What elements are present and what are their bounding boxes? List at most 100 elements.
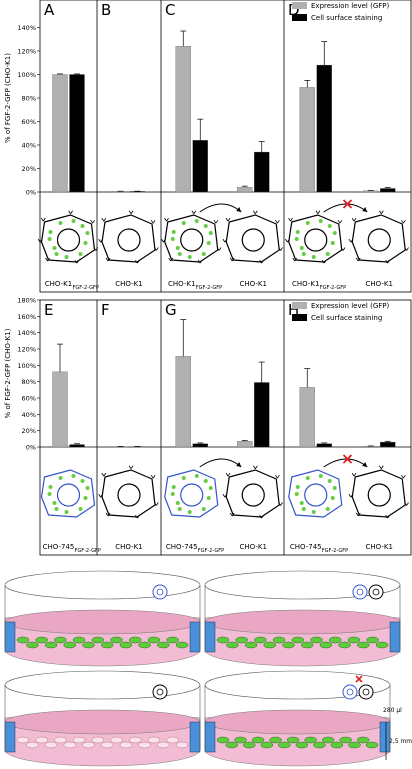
gfp-dot bbox=[206, 241, 211, 245]
icon-nucleus bbox=[372, 588, 380, 596]
receptor bbox=[128, 465, 134, 469]
cell-layer bbox=[286, 736, 300, 744]
frame bbox=[39, 299, 412, 556]
receptor bbox=[93, 247, 99, 251]
cell-layer bbox=[110, 736, 123, 744]
cell-layer bbox=[91, 736, 105, 744]
gfp-dot bbox=[83, 241, 88, 245]
y-tick-label: 0% bbox=[26, 444, 36, 452]
gfp-dot bbox=[171, 230, 176, 234]
panel-letter: F bbox=[101, 301, 110, 319]
cell-label-sub: FGF-2-GFP bbox=[73, 285, 99, 291]
cell-label-sub: FGF-2-GFP bbox=[196, 285, 222, 291]
medium-top bbox=[4, 609, 201, 635]
y-tick-label: 160% bbox=[17, 313, 36, 321]
gfp-dot bbox=[52, 501, 57, 505]
insert-l bbox=[4, 621, 16, 653]
nucleus bbox=[180, 228, 204, 252]
icon-nucleus bbox=[362, 688, 370, 696]
cell-label-sub: FGF-2-GFP bbox=[322, 548, 348, 554]
insert-r bbox=[379, 721, 391, 753]
gfp-dot bbox=[194, 474, 199, 478]
receptor bbox=[259, 259, 264, 264]
cell-layer bbox=[226, 641, 239, 649]
receptor bbox=[340, 247, 346, 251]
gfp-dot bbox=[175, 501, 180, 505]
cell-label-sub: FGF-2-GFP bbox=[75, 548, 101, 554]
y-tick-label: 40% bbox=[22, 142, 36, 150]
receptor bbox=[191, 210, 197, 214]
bar bbox=[299, 87, 315, 193]
gfp-dot bbox=[332, 486, 337, 490]
cell-layer bbox=[272, 636, 286, 644]
receptor bbox=[379, 465, 384, 469]
cell-layer bbox=[175, 741, 189, 749]
nucleus bbox=[304, 228, 328, 252]
receptor bbox=[348, 238, 354, 243]
cell-label: CHO-745 bbox=[290, 543, 322, 551]
gfp-dot bbox=[171, 485, 176, 489]
cell-label-sub: FGF-2-GFP bbox=[198, 548, 224, 554]
gfp-dot bbox=[64, 510, 69, 514]
cell-layer bbox=[100, 641, 114, 649]
legend-swatch bbox=[292, 2, 307, 9]
receptor bbox=[222, 493, 228, 498]
receptor bbox=[288, 217, 293, 222]
y-tick-label: 140% bbox=[17, 24, 36, 32]
gfp-dot bbox=[80, 479, 85, 483]
icon-nucleus bbox=[356, 588, 364, 596]
cell-layer bbox=[313, 741, 326, 749]
icon-cell bbox=[368, 584, 384, 600]
cell-layer bbox=[365, 741, 379, 749]
receptor bbox=[253, 465, 258, 469]
icon-cell bbox=[152, 584, 168, 600]
cell-layer bbox=[235, 636, 248, 644]
insert-r bbox=[189, 621, 201, 653]
gfp-dot bbox=[318, 219, 323, 223]
gfp-dot bbox=[305, 476, 310, 480]
nucleus bbox=[241, 228, 265, 252]
y-tick-label: 60% bbox=[22, 118, 36, 126]
gfp-dot bbox=[48, 485, 53, 489]
cell-layer bbox=[260, 741, 274, 749]
cell-layer bbox=[44, 741, 58, 749]
y-tick-label: 0% bbox=[26, 189, 36, 197]
legend-label: Cell surface staining bbox=[311, 14, 382, 22]
y-tick-label: 180% bbox=[17, 297, 36, 305]
receptor bbox=[351, 217, 357, 222]
panel-letter: B bbox=[101, 1, 111, 19]
receptor bbox=[37, 238, 43, 243]
cell-layer bbox=[157, 641, 170, 649]
y-axis-label: % of FGF-2-GFP (CHO-K1) bbox=[4, 53, 12, 143]
cell-label: CHO-K1 bbox=[168, 280, 195, 288]
cell-layer bbox=[216, 736, 230, 744]
gfp-dot bbox=[83, 496, 88, 500]
nucleus bbox=[367, 228, 391, 252]
receptor bbox=[128, 210, 134, 214]
arrow-head bbox=[362, 462, 368, 467]
gfp-dot bbox=[194, 219, 199, 223]
icon-cell bbox=[352, 584, 368, 600]
cell-layer bbox=[35, 636, 48, 644]
gfp-dot bbox=[201, 507, 206, 511]
receptor bbox=[101, 217, 107, 222]
receptor bbox=[348, 493, 354, 498]
nucleus bbox=[56, 483, 81, 507]
gfp-dot bbox=[295, 230, 300, 234]
cell-layer bbox=[63, 641, 77, 649]
cell-layer bbox=[44, 641, 58, 649]
receptor bbox=[161, 238, 166, 243]
cell-label: CHO-745 bbox=[43, 543, 75, 551]
dish-rim bbox=[4, 670, 201, 700]
cell-label: CHO-K1 bbox=[115, 280, 142, 288]
cell-layer bbox=[216, 636, 230, 644]
insert-r bbox=[389, 621, 401, 653]
gfp-dot bbox=[294, 492, 299, 496]
gfp-dot bbox=[332, 231, 337, 235]
receptor bbox=[101, 472, 107, 477]
block-mark bbox=[342, 199, 353, 209]
legend-swatch bbox=[292, 314, 307, 321]
gfp-dot bbox=[203, 479, 208, 483]
cell-layer bbox=[269, 736, 282, 744]
gfp-dot bbox=[78, 507, 83, 511]
